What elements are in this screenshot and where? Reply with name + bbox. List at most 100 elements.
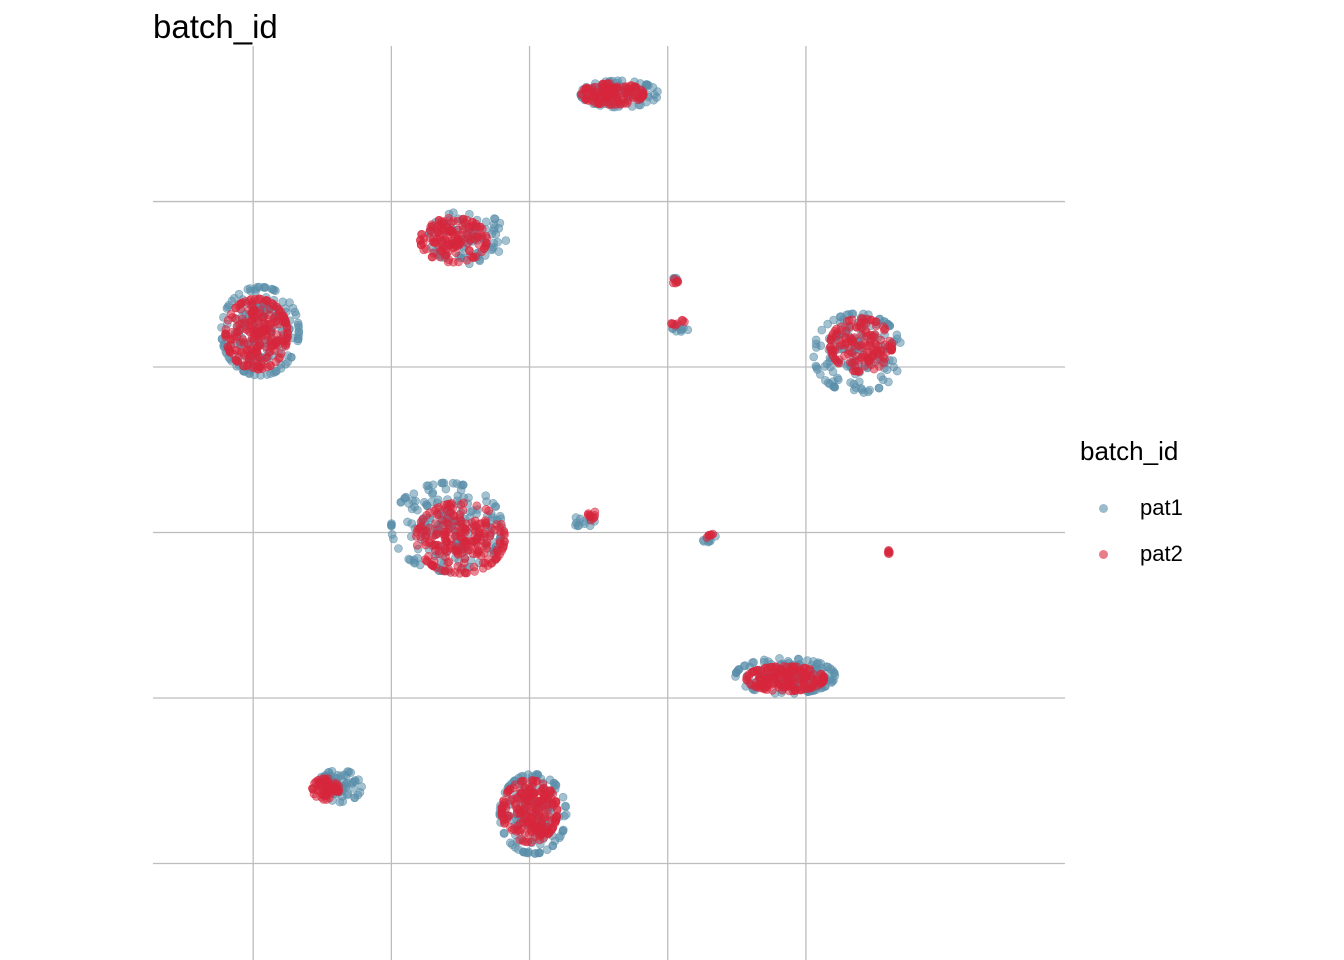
point-pat2 [472, 501, 482, 511]
point-pat1 [281, 359, 290, 369]
point-pat1 [428, 489, 437, 499]
point-pat2 [871, 321, 881, 331]
point-pat2 [519, 776, 528, 786]
point-pat1 [874, 383, 884, 393]
point-pat2 [519, 836, 528, 846]
point-pat1 [336, 771, 346, 781]
point-pat2 [880, 324, 890, 334]
legend-title: batch_id [1080, 436, 1179, 466]
point-pat2 [867, 331, 877, 340]
point-pat1 [558, 792, 568, 802]
point-pat2 [671, 278, 681, 288]
point-pat2 [465, 545, 474, 555]
point-pat2 [487, 558, 497, 568]
point-pat2 [588, 513, 598, 523]
point-pat1 [775, 654, 784, 663]
point-pat1 [491, 229, 501, 239]
point-pat1 [811, 335, 821, 345]
point-pat1 [821, 376, 830, 385]
point-pat1 [389, 534, 398, 544]
point-pat2 [583, 84, 593, 93]
point-pat2 [412, 540, 422, 550]
point-pat2 [799, 676, 809, 685]
point-pat1 [739, 661, 749, 671]
gridlines [153, 46, 1065, 960]
point-pat2 [458, 221, 468, 231]
point-pat1 [222, 304, 232, 313]
point-pat2 [249, 334, 258, 344]
chart-title: batch_id [153, 8, 278, 45]
point-pat1 [458, 480, 468, 490]
point-pat1 [556, 831, 565, 841]
point-pat2 [876, 350, 885, 360]
point-pat1 [260, 283, 270, 292]
point-pat2 [863, 354, 873, 363]
point-pat2 [770, 677, 779, 687]
point-pat2 [238, 361, 248, 371]
point-pat2 [476, 551, 486, 560]
point-pat2 [244, 321, 254, 331]
point-pat2 [511, 802, 521, 811]
point-pat2 [515, 818, 525, 828]
legend-item-pat2: pat2 [1080, 531, 1183, 577]
point-pat2 [805, 666, 815, 676]
point-pat1 [571, 513, 581, 522]
point-pat1 [561, 810, 571, 819]
point-pat2 [221, 330, 230, 340]
point-pat1 [732, 668, 741, 677]
point-pat2 [520, 792, 529, 802]
point-pat2 [456, 500, 466, 510]
point-pat1 [347, 779, 357, 788]
point-pat1 [748, 658, 757, 667]
point-pat2 [463, 239, 472, 248]
point-pat2 [456, 516, 466, 526]
point-pat1 [571, 520, 580, 530]
point-pat2 [460, 524, 470, 534]
point-pat2 [439, 217, 449, 226]
point-pat2 [443, 257, 453, 267]
point-pat1 [833, 375, 843, 385]
point-pat1 [448, 478, 458, 488]
legend-dot-pat1 [1098, 503, 1108, 513]
point-pat2 [519, 807, 529, 817]
point-pat2 [224, 345, 234, 355]
point-pat2 [744, 671, 754, 681]
point-pat1 [290, 307, 300, 317]
point-pat2 [446, 225, 456, 235]
point-pat2 [481, 504, 491, 514]
point-pat2 [763, 672, 773, 682]
point-pat2 [499, 800, 508, 810]
point-pat1 [652, 93, 662, 102]
point-pat2 [429, 556, 439, 566]
point-pat2 [266, 347, 275, 356]
point-pat2 [499, 540, 509, 550]
point-pat2 [276, 349, 286, 358]
point-pat2 [499, 815, 509, 825]
point-pat2 [281, 341, 291, 351]
point-pat2 [552, 805, 562, 815]
point-pat2 [419, 233, 429, 243]
point-pat2 [495, 523, 504, 532]
point-pat2 [493, 546, 502, 556]
point-pat1 [396, 497, 406, 507]
point-pat2 [477, 224, 487, 234]
point-pat2 [334, 781, 343, 791]
point-pat2 [667, 319, 677, 329]
point-pat1 [346, 768, 356, 777]
point-pat2 [252, 362, 262, 372]
point-pat2 [869, 364, 879, 374]
point-pat2 [231, 303, 240, 313]
legend-key [1080, 531, 1126, 577]
point-pat1 [387, 519, 396, 528]
point-pat1 [856, 384, 866, 393]
point-pat2 [272, 336, 282, 346]
point-pat2 [504, 786, 513, 796]
point-pat1 [823, 319, 833, 329]
point-pat2 [612, 82, 622, 91]
point-pat2 [887, 345, 896, 355]
point-pat2 [261, 295, 271, 305]
point-pat2 [453, 548, 463, 558]
point-pat1 [812, 363, 821, 372]
point-pat2 [537, 829, 546, 839]
legend-label: pat1 [1140, 495, 1183, 520]
